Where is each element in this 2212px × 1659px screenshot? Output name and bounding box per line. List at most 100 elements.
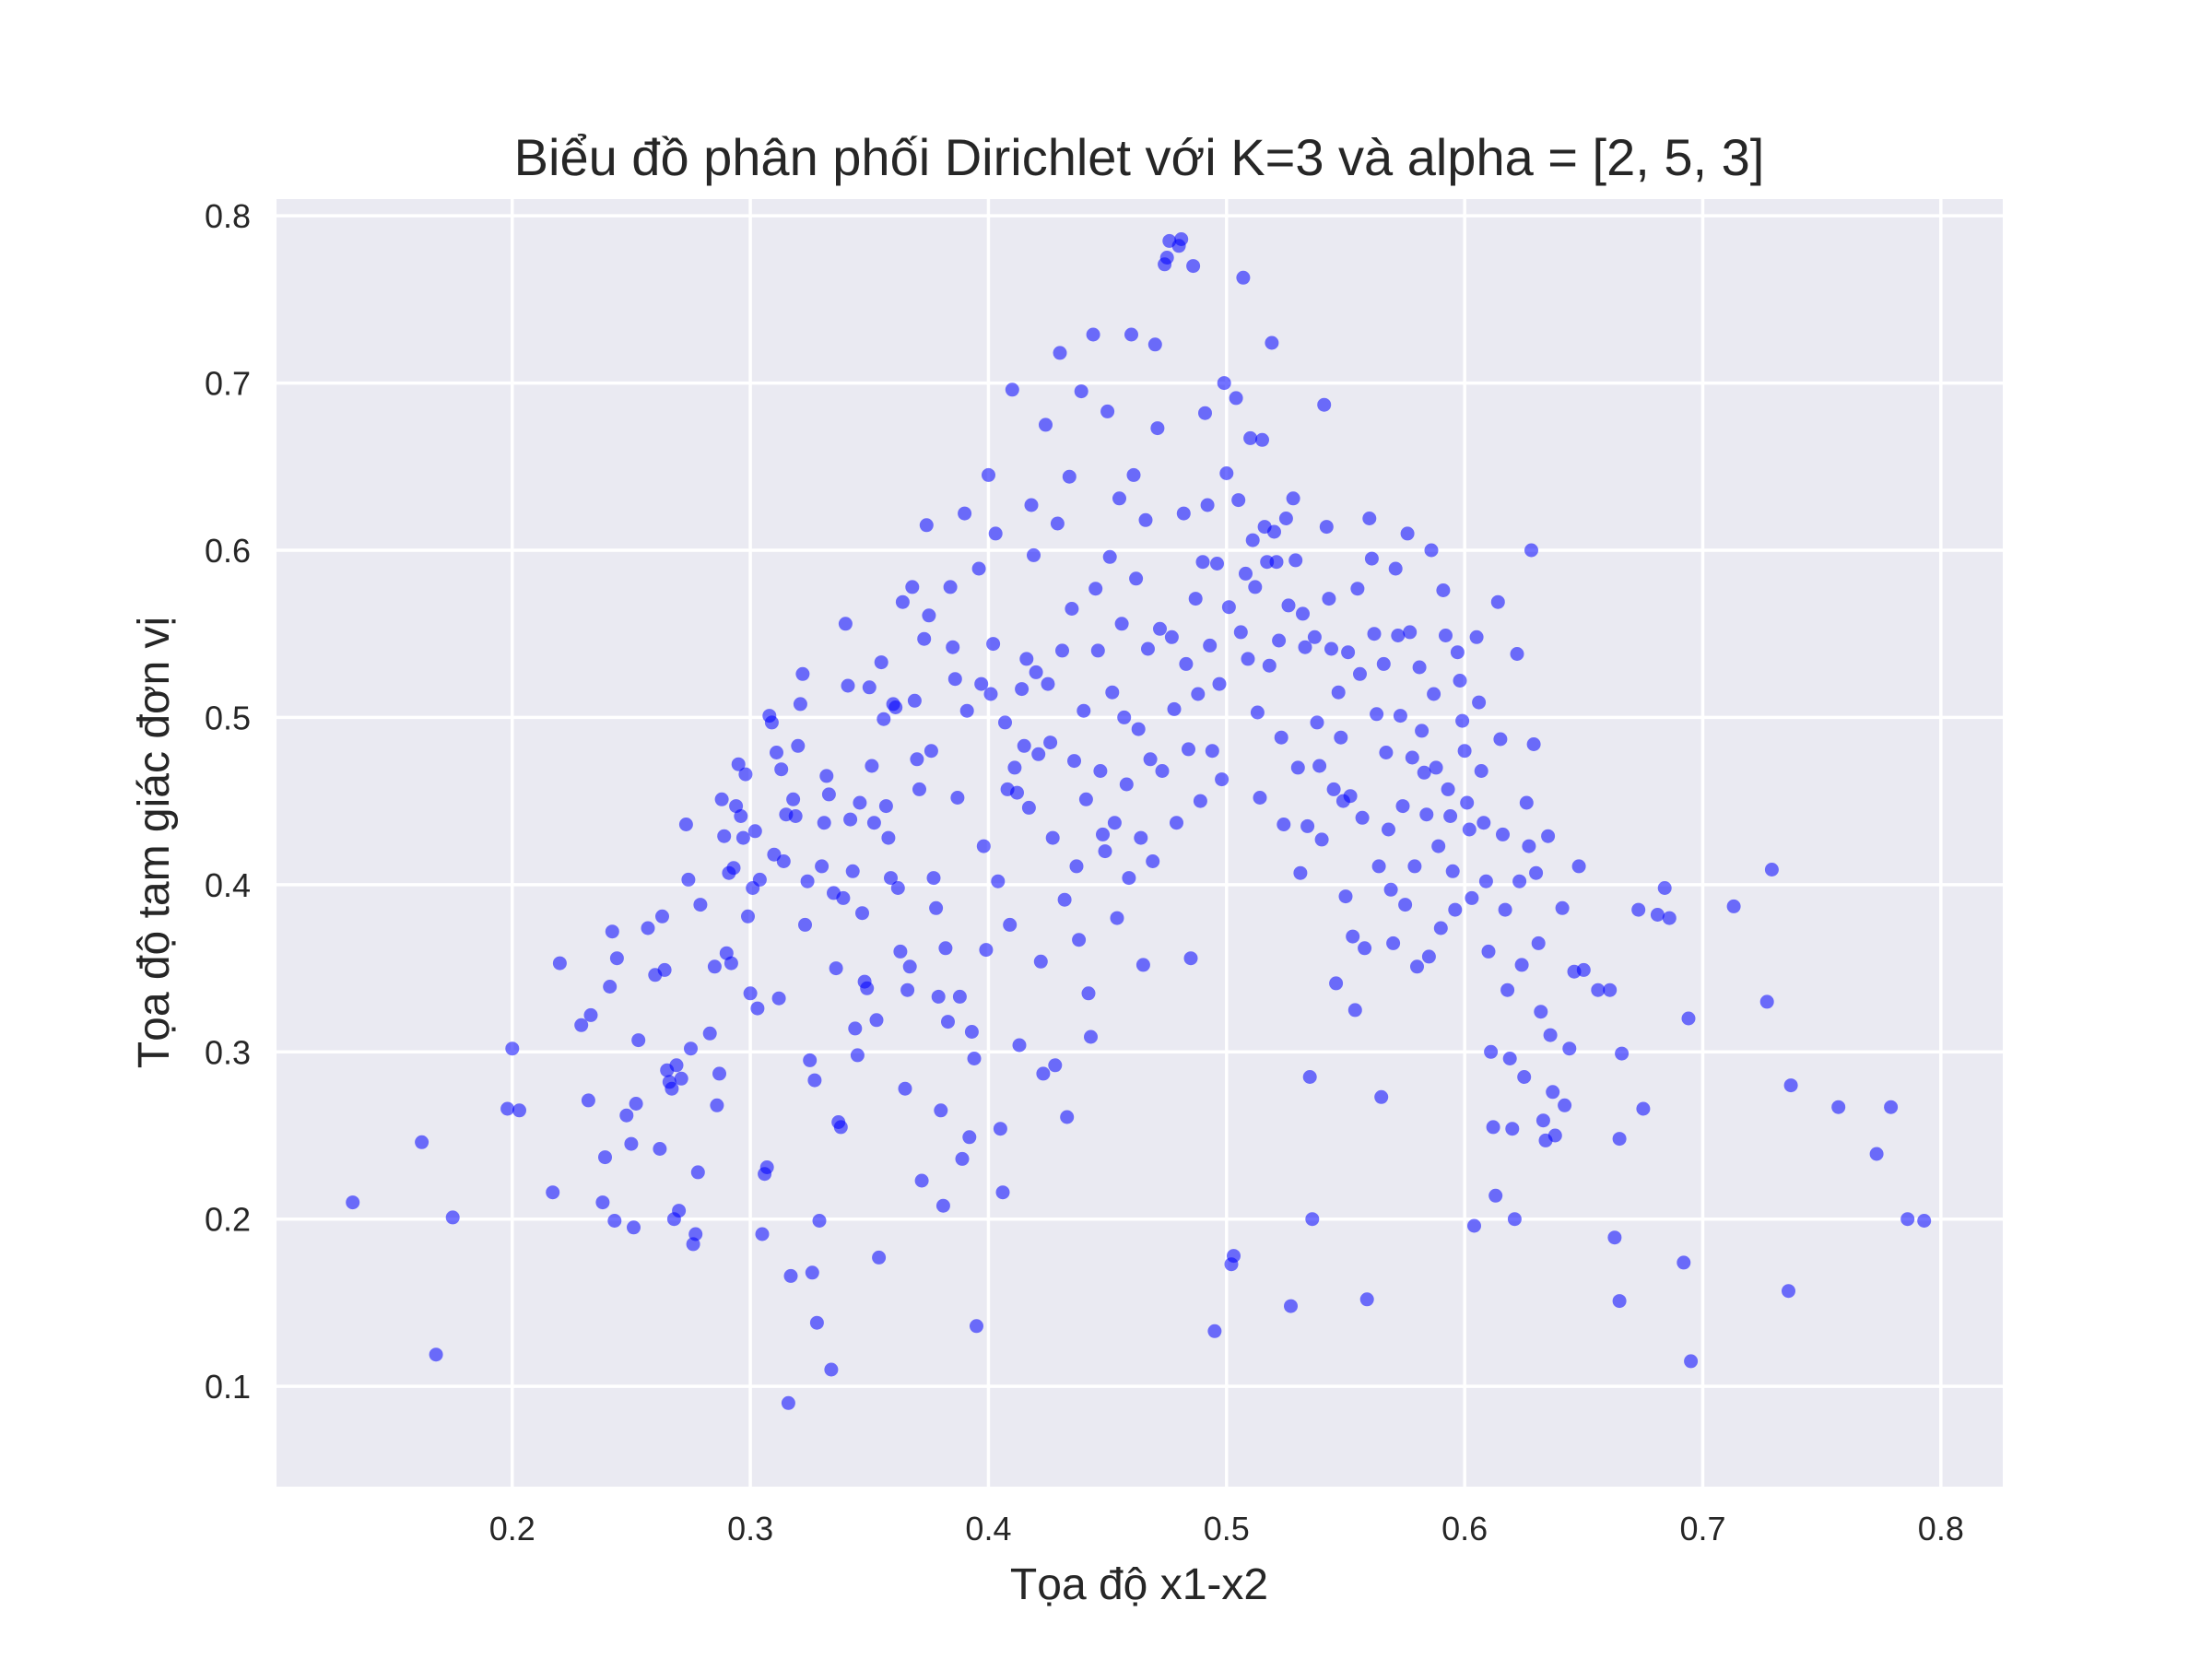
data-point [1529,865,1544,880]
data-point [1182,742,1195,757]
data-point [1612,1132,1627,1147]
data-point [1150,421,1165,436]
data-point [747,824,762,839]
y-tick-label: 0.7 [205,365,251,403]
data-point [1277,818,1291,831]
data-point [1448,902,1463,917]
data-point [1045,830,1060,845]
data-point [1300,818,1315,833]
data-point [653,1142,667,1156]
data-point [1195,555,1210,570]
data-point [1631,902,1646,917]
data-point [738,767,753,782]
data-point [1427,687,1441,701]
data-point [1296,606,1310,621]
data-point [809,1315,824,1330]
data-point [1074,384,1088,399]
data-point [1831,1100,1846,1114]
data-point [1500,982,1515,997]
data-point [950,791,965,805]
data-point [717,829,732,843]
data-point [605,924,619,939]
y-tick-label: 0.6 [205,532,251,570]
data-point [1117,710,1132,724]
y-gridlines [276,214,2003,1388]
data-point [619,1108,634,1123]
data-point [1376,656,1391,671]
data-point [955,1151,970,1166]
data-point [1198,406,1212,420]
data-point [707,959,722,974]
data-point [1065,602,1079,616]
data-point [838,617,853,631]
data-point [1355,810,1370,825]
data-point [902,959,917,974]
data-point [1869,1147,1884,1161]
data-point [1455,713,1470,728]
data-point [1012,1038,1027,1053]
data-point [1524,543,1538,558]
data-point [1312,759,1327,773]
data-point [1147,337,1162,352]
data-point [770,746,783,759]
data-point [1650,908,1665,922]
data-point [1358,941,1372,956]
data-point [1260,555,1275,570]
data-point [767,847,782,862]
data-point [1090,643,1105,658]
data-point [907,693,922,708]
data-point [872,1250,887,1265]
data-point [877,712,891,726]
data-point [1105,685,1120,700]
data-point [678,818,693,831]
data-point [1015,682,1030,697]
data-point [1053,346,1067,360]
x-tick-label: 0.2 [489,1510,535,1547]
data-point [1017,738,1031,753]
x-tick-label: 0.3 [727,1510,773,1547]
data-point [346,1195,360,1210]
data-point [1188,592,1203,606]
data-point [1382,822,1395,837]
data-point [1302,1070,1317,1084]
data-point [1562,1041,1577,1056]
data-point [1077,703,1091,718]
data-point [629,1097,643,1111]
data-point [888,700,903,714]
data-point [1505,1122,1520,1136]
data-point [1019,652,1034,666]
data-point [1138,512,1153,527]
data-point [781,1395,795,1410]
data-point [1253,791,1267,805]
data-point [983,687,998,701]
data-point [1233,625,1248,640]
data-point [1502,1052,1517,1065]
data-point [1005,382,1019,397]
data-point [878,799,893,814]
data-point [941,1015,955,1030]
data-point [815,859,830,874]
data-point [1603,982,1618,997]
data-point [1248,580,1263,594]
data-point [1519,795,1534,810]
data-point [1546,1085,1560,1100]
data-point [995,1185,1010,1200]
data-point [1498,902,1512,917]
data-point [735,830,750,845]
data-point [1126,467,1141,482]
data-point [1067,754,1081,769]
data-point [755,1227,770,1241]
data-point [1591,982,1606,997]
data-point [1478,874,1493,888]
data-point [1558,1098,1572,1112]
data-point [1164,629,1179,644]
data-point [774,762,789,777]
data-point [1193,794,1207,808]
y-tick-label: 0.5 [205,699,251,736]
data-point [1245,533,1260,547]
data-point [982,467,995,482]
data-point [1215,772,1230,787]
data-point [1359,1292,1374,1307]
data-point [1021,800,1036,815]
